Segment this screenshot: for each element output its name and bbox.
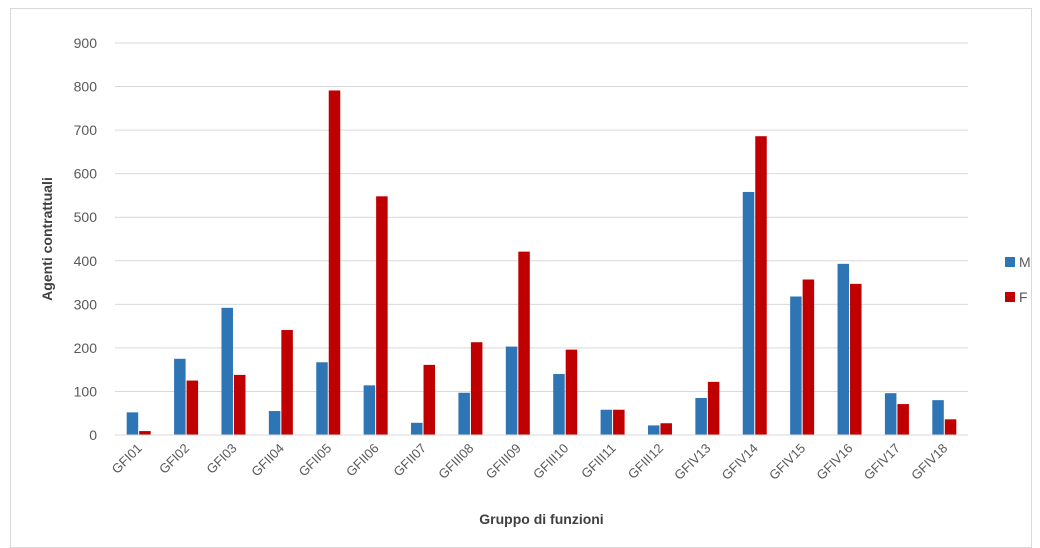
x-tick-label: GFIII09 <box>483 441 524 482</box>
bar-M-GFIV16 <box>837 263 850 435</box>
y-tick-label: 200 <box>74 340 98 356</box>
bar-F-GFIII10 <box>565 349 578 435</box>
y-tick-label: 300 <box>74 296 98 312</box>
legend: MF <box>1005 254 1031 305</box>
bars <box>126 90 957 435</box>
y-tick-label: 400 <box>74 253 98 269</box>
y-tick-label: 0 <box>89 427 97 443</box>
bar-F-GFIV15 <box>802 279 815 435</box>
bar-M-GFII04 <box>268 411 281 435</box>
x-tick-label: GFII04 <box>248 441 287 480</box>
x-tick-label: GFIV17 <box>861 441 903 483</box>
bar-F-GFII06 <box>376 196 388 435</box>
legend-swatch-M <box>1005 257 1015 267</box>
y-tick-label: 800 <box>74 79 98 95</box>
bar-M-GFIV13 <box>695 397 707 435</box>
x-tick-label: GFIV15 <box>766 441 808 483</box>
y-tick-label: 100 <box>74 383 98 399</box>
x-tick-label: GFIV14 <box>719 441 761 483</box>
x-tick-label: GFIII11 <box>578 441 619 482</box>
bar-M-GFIV15 <box>790 296 802 435</box>
x-tick-label: GFI03 <box>203 441 239 477</box>
bar-M-GFIV17 <box>884 393 897 435</box>
bar-F-GFIII11 <box>613 409 625 435</box>
bar-M-GFII07 <box>411 422 423 435</box>
x-tick-label: GFIV18 <box>908 441 950 483</box>
bar-M-GFII05 <box>316 362 328 435</box>
bar-F-GFIV16 <box>850 283 862 435</box>
x-tick-label: GFI02 <box>156 441 192 477</box>
bar-F-GFIV18 <box>944 419 957 435</box>
y-tick-label: 700 <box>74 122 98 138</box>
x-tick-label: GFIII08 <box>435 441 476 482</box>
bar-M-GFI03 <box>221 307 233 435</box>
x-tick-label: GFIII10 <box>530 441 571 482</box>
x-tick-label: GFII06 <box>343 441 382 480</box>
bar-M-GFI02 <box>174 358 186 435</box>
x-tick-label: GFIII12 <box>625 441 666 482</box>
x-axis-title: Gruppo di funzioni <box>479 511 603 527</box>
x-tick-label: GFIV13 <box>671 441 713 483</box>
x-axis-ticks: GFI01 GFI02 GFI03 GFII04 GFII05 GFII06 GFII07 G… <box>109 441 951 483</box>
y-axis-ticks: 0 100 200 300 400 500 600 700 800 900 <box>74 35 98 443</box>
bar-F-GFIII08 <box>470 342 483 435</box>
legend-label-M: M <box>1019 254 1031 270</box>
gridlines <box>115 42 968 392</box>
bar-F-GFIV14 <box>755 136 767 435</box>
bar-F-GFII04 <box>281 330 293 435</box>
bar-F-GFI01 <box>139 431 151 435</box>
bar-F-GFI02 <box>186 380 199 435</box>
legend-label-F: F <box>1019 289 1028 305</box>
y-tick-label: 900 <box>74 35 98 51</box>
bar-F-GFIV17 <box>897 404 909 435</box>
bar-F-GFII07 <box>423 364 436 435</box>
x-tick-label: GFII07 <box>390 441 429 480</box>
legend-swatch-F <box>1005 292 1015 302</box>
bar-M-GFI01 <box>126 412 139 435</box>
bar-M-GFIII08 <box>458 392 470 435</box>
y-tick-label: 600 <box>74 166 98 182</box>
bar-M-GFIII09 <box>505 346 518 435</box>
bar-F-GFII05 <box>328 90 341 435</box>
bar-F-GFIV13 <box>707 381 720 435</box>
x-tick-label: GFII05 <box>296 441 335 480</box>
x-tick-label: GFI01 <box>109 441 145 477</box>
bar-M-GFIII11 <box>600 409 613 435</box>
bar-M-GFIII12 <box>647 425 660 435</box>
bar-chart: 0 100 200 300 400 500 600 700 800 900 GFI01 GFI02 G… <box>39 35 1031 527</box>
x-tick-label: GFIV16 <box>813 441 855 483</box>
bar-F-GFI03 <box>233 374 246 435</box>
bar-F-GFIII09 <box>518 251 530 435</box>
y-tick-label: 500 <box>74 209 98 225</box>
chart-container: 0 100 200 300 400 500 600 700 800 900 GFI01 GFI02 G… <box>10 8 1032 548</box>
bar-M-GFIV14 <box>742 191 755 435</box>
bar-M-GFIV18 <box>932 400 944 435</box>
bar-M-GFIII10 <box>553 374 565 435</box>
bar-M-GFII06 <box>363 385 376 435</box>
bar-F-GFIII12 <box>660 423 672 435</box>
y-axis-title: Agenti contrattuali <box>39 177 55 301</box>
